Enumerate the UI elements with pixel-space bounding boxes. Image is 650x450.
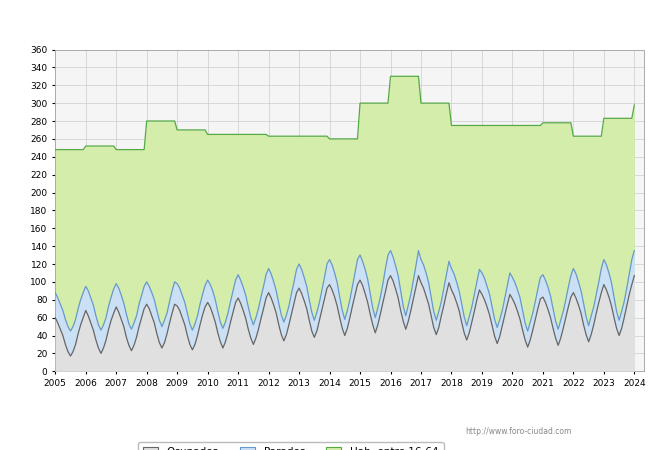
- Text: Santa Colomba de Somoza - Evolucion de la poblacion en edad de Trabajar Mayo de : Santa Colomba de Somoza - Evolucion de l…: [60, 17, 590, 30]
- Legend: Ocupados, Parados, Hab. entre 16-64: Ocupados, Parados, Hab. entre 16-64: [138, 442, 443, 450]
- Text: http://www.foro-ciudad.com: http://www.foro-ciudad.com: [465, 427, 572, 436]
